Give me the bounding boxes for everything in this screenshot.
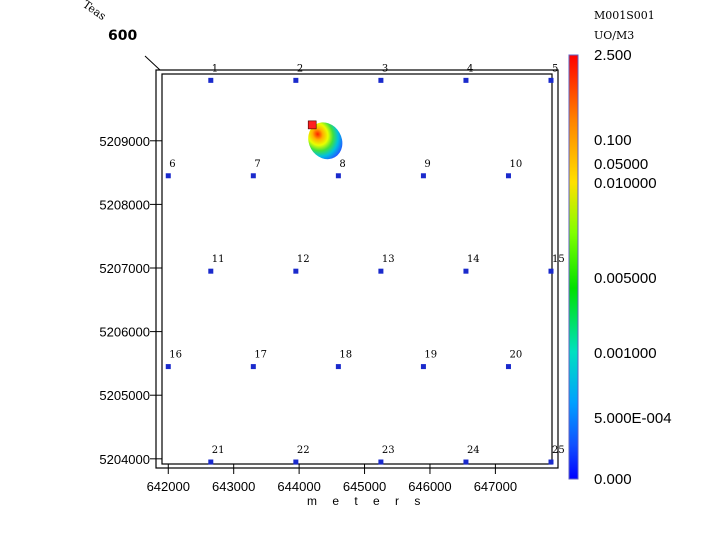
y-tick-label: 5208000 xyxy=(99,197,150,212)
receptor-label: 18 xyxy=(339,350,352,361)
receptor-label: 24 xyxy=(467,445,480,456)
receptor-marker xyxy=(165,364,171,370)
receptor-marker xyxy=(378,459,384,465)
receptor-label: 21 xyxy=(212,445,225,456)
receptor-label: 3 xyxy=(382,63,388,74)
plume-contour xyxy=(308,122,343,160)
receptor-marker xyxy=(505,173,511,179)
receptor-label: 6 xyxy=(169,159,175,170)
receptor-marker xyxy=(293,459,299,465)
receptor-marker xyxy=(208,459,214,465)
legend-label: 0.100 xyxy=(594,132,632,149)
receptor-marker xyxy=(505,364,511,370)
receptor-label: 7 xyxy=(254,159,260,170)
receptor-marker xyxy=(463,459,469,465)
receptor-marker xyxy=(293,77,299,83)
x-tick-label: 642000 xyxy=(147,479,190,494)
receptor-marker xyxy=(378,77,384,83)
receptor-label: 22 xyxy=(297,445,310,456)
receptor-marker xyxy=(165,173,171,179)
x-tick-label: 647000 xyxy=(474,479,517,494)
receptor-label: 10 xyxy=(509,159,522,170)
legend-label: 0.005000 xyxy=(594,270,657,287)
corner-label-bottom: 600 xyxy=(108,28,137,44)
legend-label: 5.000E-004 xyxy=(594,410,672,427)
receptor-label: 12 xyxy=(297,254,310,265)
receptor-label: 17 xyxy=(254,350,267,361)
receptor-marker xyxy=(335,173,341,179)
receptor-label: 14 xyxy=(467,254,480,265)
legend-units: UO/M3 xyxy=(594,29,634,42)
frame-inner xyxy=(161,73,553,465)
source-marker xyxy=(307,120,317,130)
receptor-label: 1 xyxy=(212,63,218,74)
receptor-marker xyxy=(208,268,214,274)
receptor-marker xyxy=(250,364,256,370)
x-axis-label: m e t e r s xyxy=(307,494,426,508)
receptor-label: 11 xyxy=(212,254,225,265)
x-tick-label: 646000 xyxy=(408,479,451,494)
receptor-label: 19 xyxy=(424,350,437,361)
legend-label: 0.001000 xyxy=(594,345,657,362)
y-tick-label: 5204000 xyxy=(99,452,150,467)
legend-label: 0.05000 xyxy=(594,156,648,173)
legend-label: 2.500 xyxy=(594,47,632,64)
receptor-label: 2 xyxy=(297,63,303,74)
legend-labels: 2.500 0.100 0.05000 0.010000 0.005000 0.00100… xyxy=(594,47,672,488)
y-tick-label: 5209000 xyxy=(99,134,150,149)
receptor-label: 15 xyxy=(552,254,565,265)
corner-label-top: Teas xyxy=(80,0,108,23)
legend-label: 0.000 xyxy=(594,471,632,488)
x-axis: 642000 643000 644000 645000 646000 647000 xyxy=(147,464,517,494)
legend-colorbar xyxy=(568,54,579,480)
receptor-label: 9 xyxy=(424,159,430,170)
receptor-marker xyxy=(548,268,554,274)
frame-perspective-edge xyxy=(144,55,161,71)
receptor-marker xyxy=(463,268,469,274)
receptor-marker xyxy=(548,77,554,83)
receptor-marker xyxy=(420,173,426,179)
x-tick-label: 644000 xyxy=(277,479,320,494)
receptor-marker xyxy=(293,268,299,274)
y-tick-label: 5207000 xyxy=(99,261,150,276)
receptor-marker xyxy=(463,77,469,83)
receptor-label: 20 xyxy=(509,350,522,361)
y-tick-label: 5206000 xyxy=(99,325,150,340)
legend-label: 0.010000 xyxy=(594,175,657,192)
receptor-marker xyxy=(335,364,341,370)
plot-frame xyxy=(144,55,559,469)
y-tick-label: 5205000 xyxy=(99,388,150,403)
legend-scenario: M001S001 xyxy=(594,9,655,22)
x-tick-label: 643000 xyxy=(212,479,255,494)
plume-layer xyxy=(307,120,343,160)
receptor-label: 13 xyxy=(382,254,395,265)
y-axis: 5204000 5205000 5206000 5207000 5208000 52090… xyxy=(99,134,162,467)
receptor-label: 25 xyxy=(552,445,565,456)
frame-outer xyxy=(155,69,559,469)
receptor-label: 4 xyxy=(467,63,473,74)
receptor-marker xyxy=(208,77,214,83)
receptor-label: 8 xyxy=(339,159,345,170)
receptor-marker xyxy=(378,268,384,274)
receptor-marker xyxy=(548,459,554,465)
receptor-marker xyxy=(250,173,256,179)
receptor-marker xyxy=(420,364,426,370)
x-tick-label: 645000 xyxy=(343,479,386,494)
receptor-label: 16 xyxy=(169,350,182,361)
receptor-label: 5 xyxy=(552,63,558,74)
receptor-label: 23 xyxy=(382,445,395,456)
